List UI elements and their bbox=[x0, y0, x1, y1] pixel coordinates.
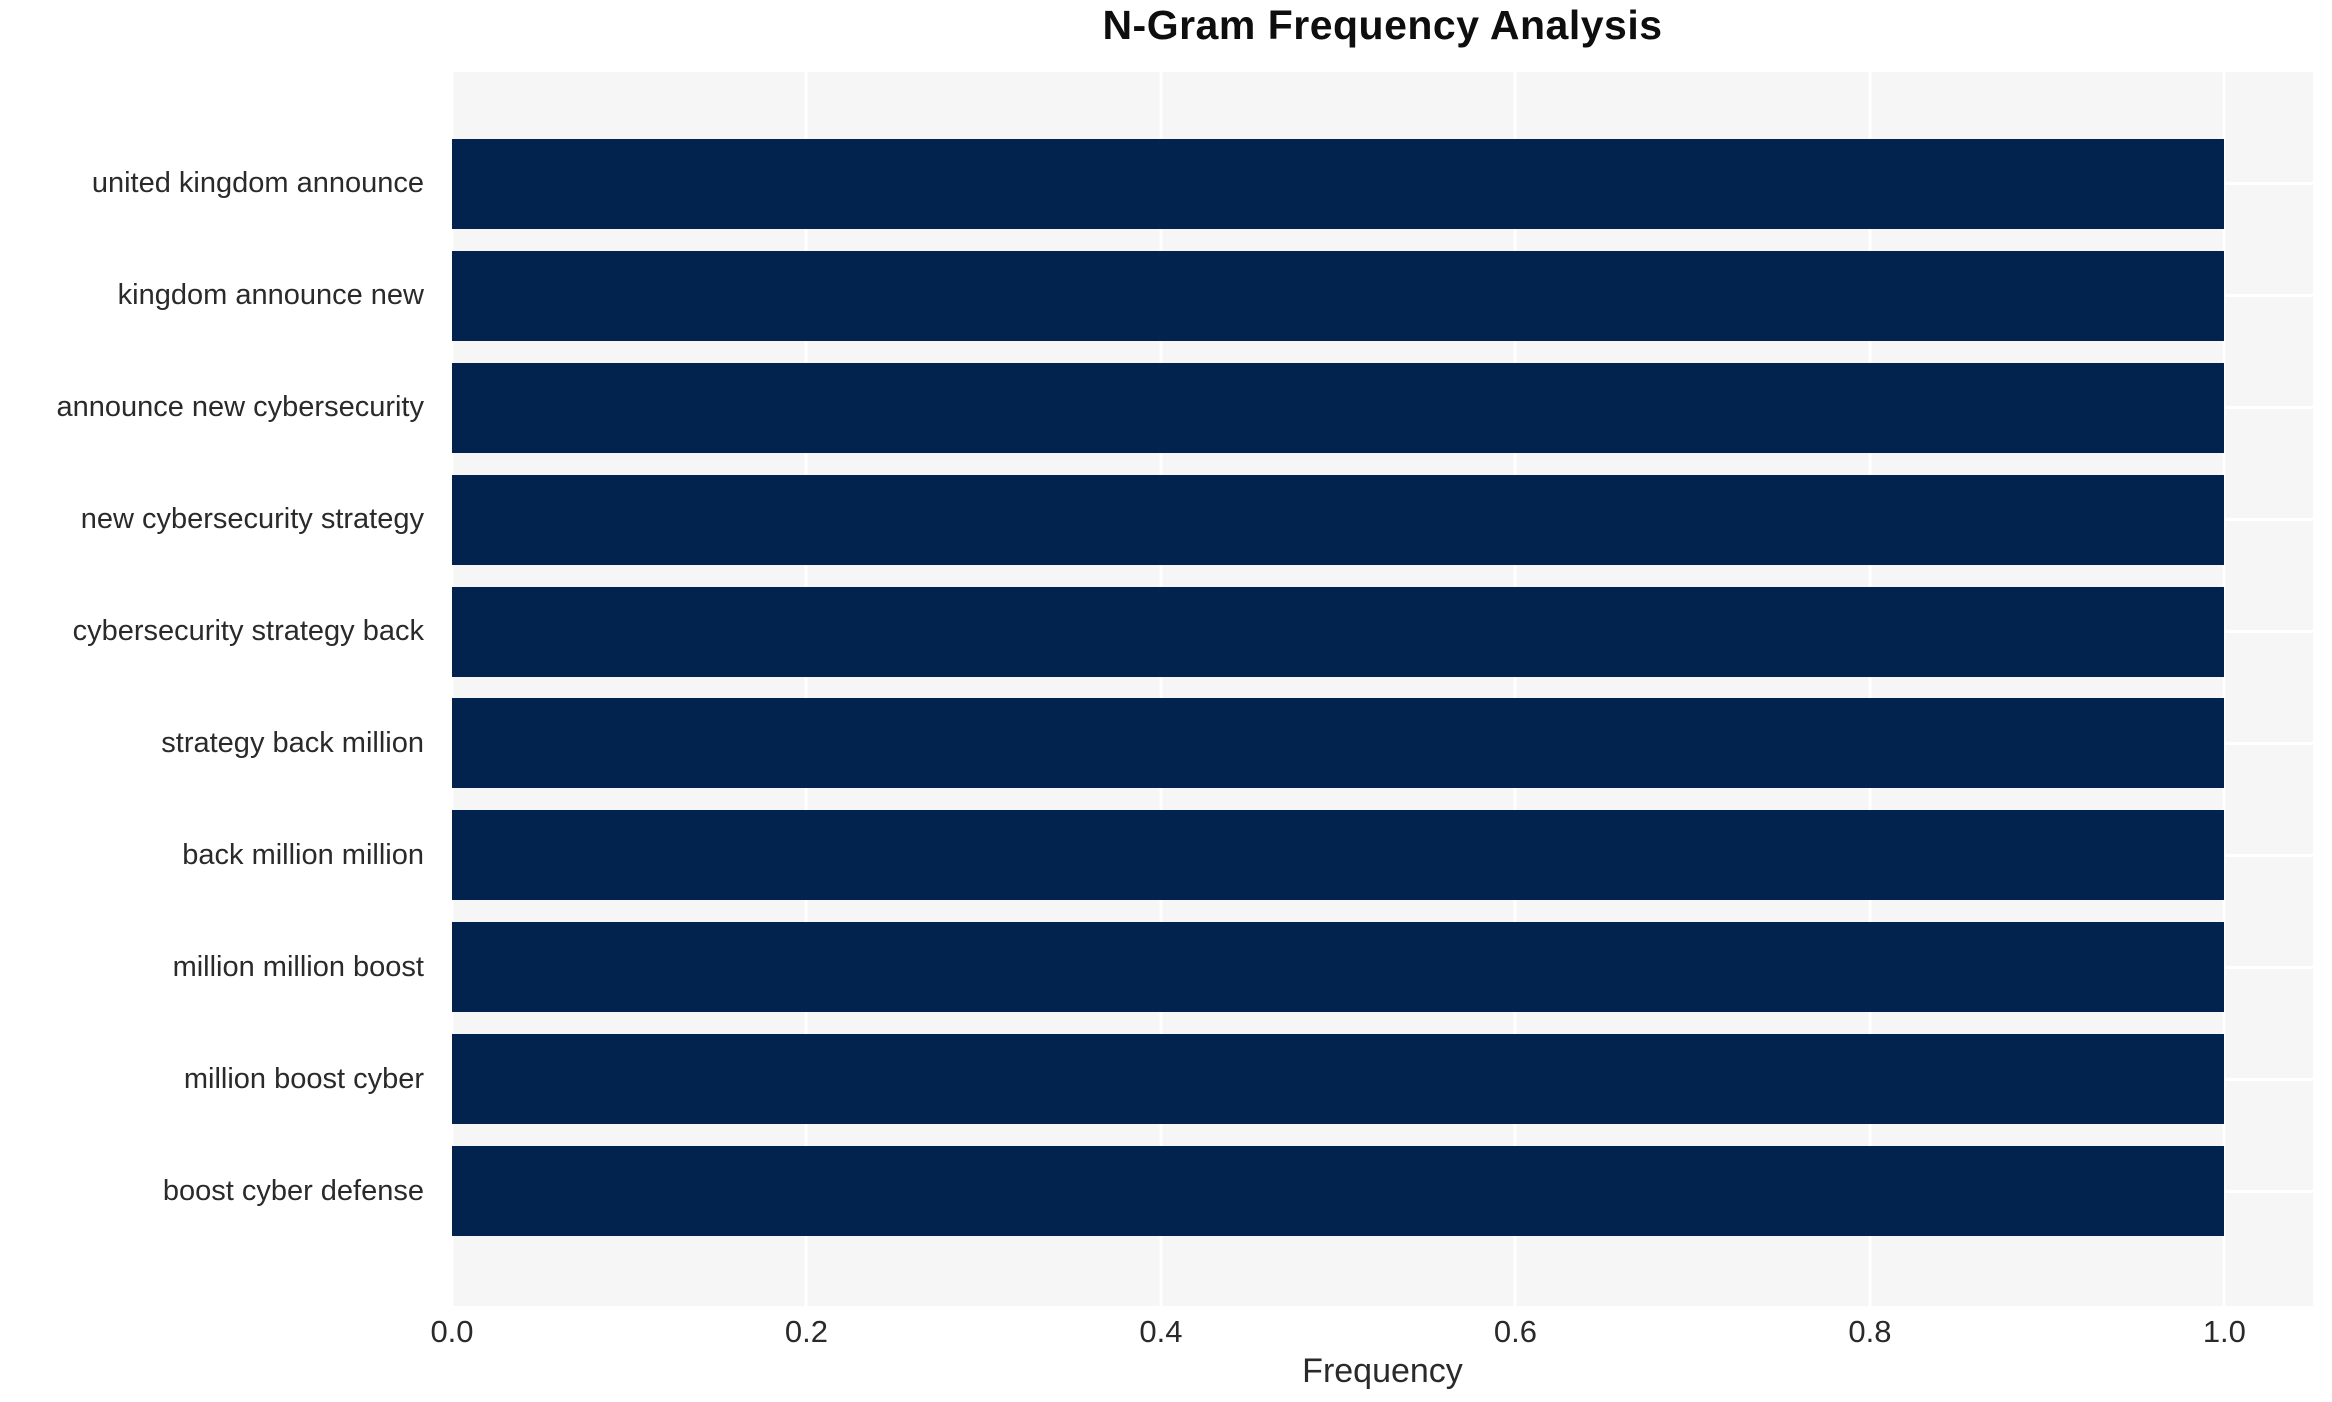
bar-row bbox=[452, 799, 2313, 911]
bar-row bbox=[452, 688, 2313, 800]
bar-row bbox=[452, 464, 2313, 576]
y-axis-label: kingdom announce new bbox=[117, 279, 424, 312]
y-axis-label: new cybersecurity strategy bbox=[80, 503, 424, 536]
bar-rows-container bbox=[452, 72, 2313, 1306]
bar-kingdom-announce-new[interactable] bbox=[452, 250, 2225, 341]
y-axis-label: million boost cyber bbox=[183, 1062, 424, 1095]
bar-new-cybersecurity-strategy[interactable] bbox=[452, 474, 2225, 565]
bar-cybersecurity-strategy-back[interactable] bbox=[452, 586, 2225, 677]
chart-title: N-Gram Frequency Analysis bbox=[1102, 2, 1663, 48]
y-axis-label: cybersecurity strategy back bbox=[72, 615, 424, 648]
y-axis-label: announce new cybersecurity bbox=[56, 391, 424, 424]
bar-row bbox=[452, 352, 2313, 464]
bar-row bbox=[452, 1135, 2313, 1247]
vertical-gridline bbox=[1513, 72, 1517, 1306]
bar-back-million-million[interactable] bbox=[452, 810, 2225, 901]
x-axis-title: Frequency bbox=[1302, 1352, 1463, 1390]
y-axis-label: million million boost bbox=[172, 950, 424, 983]
x-tick-label: 1.0 bbox=[2202, 1314, 2246, 1349]
x-tick-label: 0.8 bbox=[1848, 1314, 1892, 1349]
vertical-gridline bbox=[1868, 72, 1872, 1306]
y-axis-labels: united kingdom announce kingdom announce … bbox=[0, 72, 438, 1306]
y-axis-label: strategy back million bbox=[161, 726, 424, 759]
bar-strategy-back-million[interactable] bbox=[452, 698, 2225, 789]
bar-row bbox=[452, 911, 2313, 1023]
y-axis-label: back million million bbox=[182, 838, 424, 871]
bar-row bbox=[452, 240, 2313, 352]
vertical-gridline bbox=[450, 72, 454, 1306]
x-tick-label: 0.4 bbox=[1139, 1314, 1183, 1349]
x-tick-label: 0.6 bbox=[1493, 1314, 1537, 1349]
bar-row bbox=[452, 128, 2313, 240]
bar-boost-cyber-defense[interactable] bbox=[452, 1146, 2225, 1237]
bar-million-million-boost[interactable] bbox=[452, 922, 2225, 1013]
vertical-gridline bbox=[2222, 72, 2226, 1306]
bar-row bbox=[452, 576, 2313, 688]
bar-united-kingdom-announce[interactable] bbox=[452, 138, 2225, 229]
bar-row bbox=[452, 1023, 2313, 1135]
bar-million-boost-cyber[interactable] bbox=[452, 1034, 2225, 1125]
x-tick-label: 0.2 bbox=[784, 1314, 829, 1349]
y-axis-label: boost cyber defense bbox=[162, 1174, 424, 1207]
vertical-gridline bbox=[804, 72, 808, 1306]
plot-area bbox=[450, 72, 2313, 1306]
x-tick-label: 0.0 bbox=[430, 1314, 474, 1349]
vertical-gridline bbox=[1159, 72, 1163, 1306]
x-axis-ticks: 0.0 0.2 0.4 0.6 0.8 1.0 bbox=[430, 1306, 2313, 1352]
bar-announce-new-cybersecurity[interactable] bbox=[452, 362, 2225, 453]
y-axis-label: united kingdom announce bbox=[91, 167, 424, 200]
